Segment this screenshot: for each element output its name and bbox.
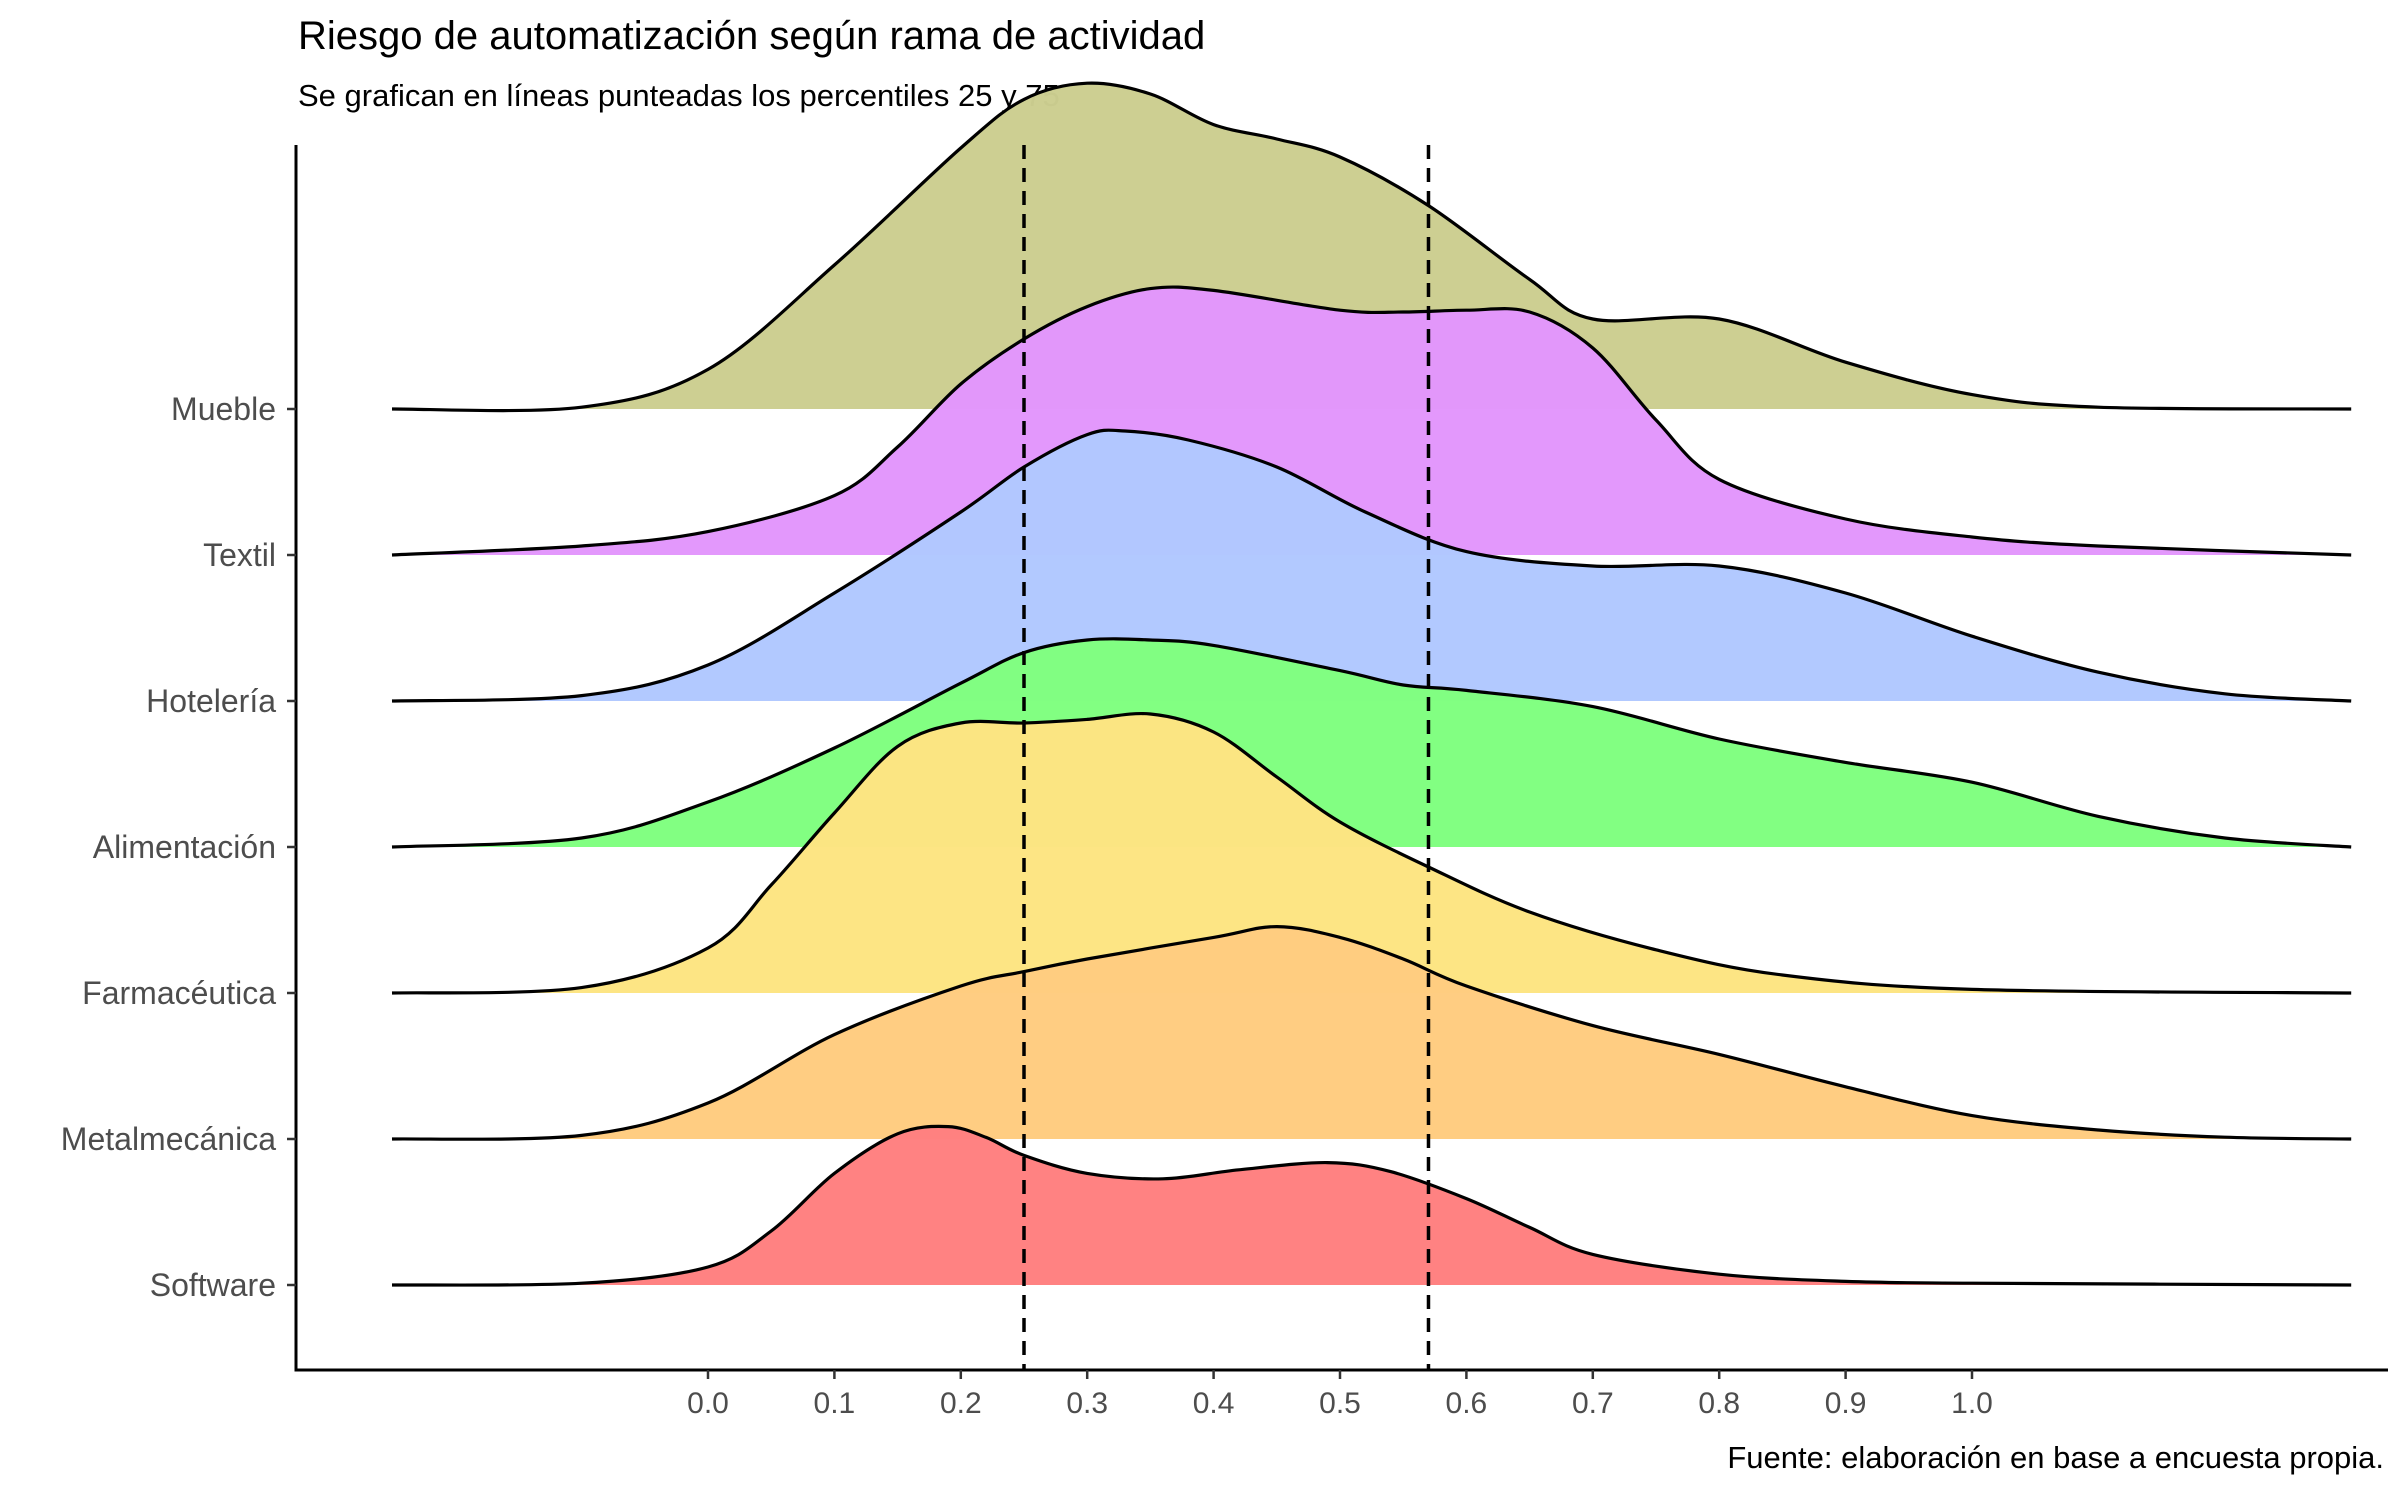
ridge-metalmecanica [391, 925, 2352, 1141]
x-tick-label-3: 0.3 [1066, 1387, 1108, 1420]
x-tick-label-4: 0.4 [1193, 1387, 1235, 1420]
ridge-line-alimentacion [391, 637, 2352, 849]
ridge-area-software [392, 1126, 2352, 1286]
ridge-mueble [391, 81, 2352, 413]
x-tick-label-5: 0.5 [1319, 1387, 1361, 1420]
ridge-textil [391, 285, 2352, 557]
chart-subtitle: Se grafican en líneas punteadas los perc… [298, 78, 1060, 113]
y-tick-label-hoteleria: Hotelería [146, 683, 276, 719]
chart-title: Riesgo de automatización según rama de a… [298, 14, 1206, 58]
ridge-software [391, 1124, 2352, 1287]
x-tick-label-9: 0.9 [1825, 1387, 1867, 1420]
x-tick-label-7: 0.7 [1572, 1387, 1614, 1420]
ridge-line-mueble [391, 81, 2352, 413]
x-tick-label-1: 0.1 [814, 1387, 856, 1420]
x-tick-label-10: 1.0 [1951, 1387, 1993, 1420]
y-tick-label-textil: Textil [203, 537, 276, 573]
ridge-line-hoteleria [391, 428, 2352, 703]
y-tick-label-mueble: Mueble [171, 391, 276, 427]
ridge-line-textil [391, 285, 2352, 557]
chart-caption: Fuente: elaboración en base a encuesta p… [1727, 1440, 2384, 1475]
ridge-hoteleria [391, 428, 2352, 703]
y-tick-label-alimentacion: Alimentación [93, 829, 276, 865]
ridge-farmaceutica [391, 711, 2352, 995]
ridge-line-metalmecanica [391, 925, 2352, 1141]
y-tick-label-metalmecanica: Metalmecánica [61, 1121, 276, 1157]
ridge-line-farmaceutica [391, 711, 2352, 995]
x-tick-label-8: 0.8 [1698, 1387, 1740, 1420]
ridge-area-hoteleria [392, 430, 2352, 701]
y-tick-label-farmaceutica: Farmacéutica [82, 975, 276, 1011]
ridge-line-software [391, 1124, 2352, 1287]
ridge-area-mueble [392, 83, 2352, 411]
y-tick-label-software: Software [150, 1267, 276, 1303]
x-tick-label-6: 0.6 [1446, 1387, 1488, 1420]
ridge-area-textil [392, 287, 2352, 555]
ridge-area-farmaceutica [392, 713, 2352, 993]
ridge-area-metalmecanica [392, 926, 2352, 1140]
x-tick-label-2: 0.2 [940, 1387, 982, 1420]
x-tick-label-0: 0.0 [687, 1387, 729, 1420]
